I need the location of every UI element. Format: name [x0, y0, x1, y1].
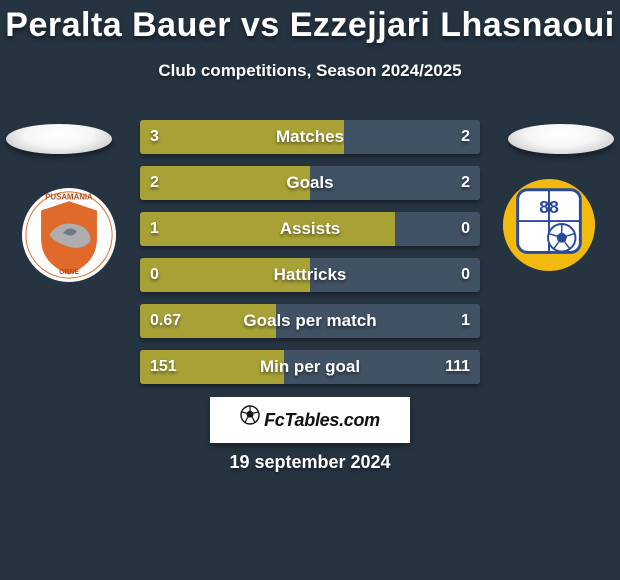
- svg-text:PUSAMANIA: PUSAMANIA: [45, 193, 93, 202]
- club-badge-left: PUSAMANIA ORNE: [20, 186, 118, 284]
- comparison-card: Peralta Bauer vs Ezzejjari Lhasnaoui Clu…: [0, 0, 620, 580]
- svg-text:88: 88: [539, 197, 559, 217]
- round-badge-icon: 88: [500, 176, 598, 274]
- stat-value-right: 1: [461, 304, 470, 338]
- page-subtitle: Club competitions, Season 2024/2025: [0, 61, 620, 81]
- watermark-text: FcTables.com: [264, 410, 380, 430]
- stat-value-left: 151: [150, 350, 177, 384]
- page-title: Peralta Bauer vs Ezzejjari Lhasnaoui: [0, 0, 620, 45]
- stat-value-left: 3: [150, 120, 159, 154]
- stat-value-left: 0.67: [150, 304, 181, 338]
- shield-icon: PUSAMANIA ORNE: [20, 186, 118, 284]
- stat-row: 32Matches: [140, 120, 480, 154]
- stats-area: 32Matches22Goals10Assists00Hattricks0.67…: [140, 120, 480, 396]
- stat-value-right: 2: [461, 120, 470, 154]
- club-badge-right: 88: [500, 176, 598, 274]
- stat-value-right: 111: [445, 350, 470, 384]
- stat-bar-left: [140, 166, 310, 200]
- stat-bar-left: [140, 258, 310, 292]
- stat-value-right: 0: [461, 258, 470, 292]
- stat-row: 22Goals: [140, 166, 480, 200]
- svg-text:ORNE: ORNE: [59, 269, 79, 276]
- stat-bar-right: [310, 258, 480, 292]
- stat-value-left: 1: [150, 212, 159, 246]
- stat-value-right: 2: [461, 166, 470, 200]
- stat-bar-left: [140, 120, 344, 154]
- stat-row: 0.671Goals per match: [140, 304, 480, 338]
- stat-bar-right: [310, 166, 480, 200]
- soccer-ball-icon: [240, 396, 260, 442]
- player-photo-placeholder-right: [508, 124, 614, 154]
- stat-value-right: 0: [461, 212, 470, 246]
- watermark: FcTables.com: [210, 397, 410, 443]
- stat-bar-right: [276, 304, 480, 338]
- stat-value-left: 0: [150, 258, 159, 292]
- stat-bar-left: [140, 212, 395, 246]
- stat-row: 10Assists: [140, 212, 480, 246]
- stat-row: 151111Min per goal: [140, 350, 480, 384]
- date-label: 19 september 2024: [0, 452, 620, 473]
- stat-value-left: 2: [150, 166, 159, 200]
- stat-row: 00Hattricks: [140, 258, 480, 292]
- stat-bar-right: [344, 120, 480, 154]
- player-photo-placeholder-left: [6, 124, 112, 154]
